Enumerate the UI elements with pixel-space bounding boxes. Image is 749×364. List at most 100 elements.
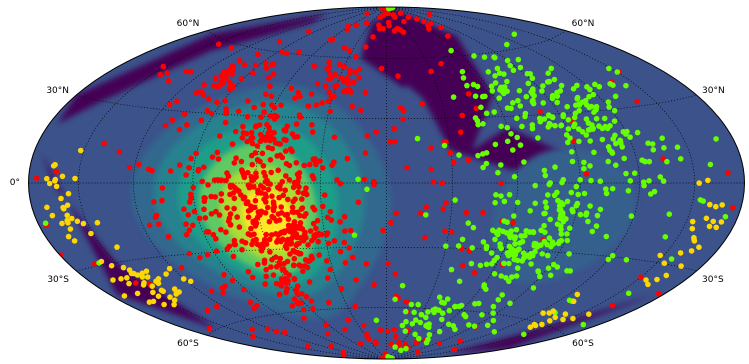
scatter-point-series-1	[508, 228, 514, 234]
scatter-point-series-2	[713, 224, 719, 231]
scatter-point-series-2	[69, 215, 75, 222]
scatter-point-series-1	[585, 120, 592, 126]
lat-label-bottom-right: 60°S	[572, 339, 594, 349]
scatter-point-series-1	[475, 121, 482, 128]
scatter-point-series-0	[373, 129, 380, 135]
scatter-point-series-0	[257, 138, 264, 145]
scatter-point-series-0	[205, 182, 211, 188]
scatter-point-series-1	[568, 189, 575, 196]
scatter-point-series-0	[232, 185, 238, 191]
scatter-point-series-0	[293, 121, 300, 127]
scatter-point-series-0	[303, 293, 310, 300]
scatter-point-series-0	[214, 177, 221, 183]
scatter-point-series-0	[159, 185, 166, 191]
scatter-point-series-1	[549, 114, 556, 121]
scatter-point-series-0	[324, 214, 331, 221]
scatter-point-series-0	[213, 236, 219, 242]
scatter-point-series-0	[268, 93, 275, 99]
scatter-point-series-1	[530, 100, 537, 107]
scatter-point-series-0	[362, 44, 369, 50]
scatter-point-series-1	[631, 170, 638, 176]
scatter-point-series-0	[266, 74, 272, 81]
scatter-point-series-2	[187, 278, 194, 285]
scatter-point-series-0	[457, 338, 463, 344]
scatter-point-series-1	[541, 222, 547, 229]
scatter-point-series-0	[426, 11, 433, 18]
scatter-point-series-1	[415, 301, 422, 308]
scatter-point-series-0	[301, 162, 308, 169]
scatter-point-series-1	[627, 178, 634, 184]
scatter-point-series-1	[634, 129, 641, 136]
scatter-point-series-1	[498, 273, 505, 279]
scatter-point-series-2	[94, 219, 101, 226]
scatter-point-series-0	[116, 149, 123, 155]
scatter-point-series-2	[124, 275, 130, 281]
scatter-point-series-0	[186, 250, 193, 257]
scatter-point-series-0	[451, 159, 457, 166]
scatter-point-series-0	[222, 283, 228, 290]
scatter-point-series-0	[326, 76, 332, 83]
scatter-point-series-0	[327, 208, 334, 215]
scatter-point-series-0	[271, 104, 278, 111]
scatter-point-series-1	[649, 141, 656, 147]
scatter-point-series-1	[511, 256, 517, 263]
scatter-point-series-0	[270, 272, 277, 278]
scatter-point-series-2	[696, 244, 702, 250]
scatter-point-series-0	[267, 83, 273, 89]
scatter-point-series-0	[297, 220, 304, 226]
scatter-point-series-0	[337, 61, 343, 68]
scatter-point-series-0	[190, 222, 196, 229]
scatter-point-series-0	[276, 38, 283, 45]
scatter-point-series-1	[443, 243, 449, 249]
scatter-point-series-0	[292, 95, 298, 101]
scatter-point-series-1	[425, 309, 431, 315]
scatter-point-series-0	[208, 211, 215, 217]
scatter-point-series-0	[185, 212, 191, 218]
scatter-point-series-0	[251, 184, 257, 190]
scatter-point-series-0	[57, 252, 64, 258]
scatter-point-series-1	[587, 138, 593, 144]
scatter-point-series-1	[551, 76, 558, 83]
scatter-point-series-1	[488, 261, 495, 267]
scatter-point-series-0	[347, 67, 353, 74]
scatter-point-series-0	[276, 291, 283, 298]
scatter-point-series-1	[389, 7, 395, 11]
scatter-point-series-0	[278, 204, 285, 210]
scatter-point-series-0	[291, 275, 298, 282]
scatter-point-series-0	[341, 213, 348, 220]
scatter-point-series-1	[426, 324, 432, 331]
scatter-point-series-2	[155, 293, 162, 300]
scatter-point-series-0	[451, 346, 458, 353]
scatter-point-series-1	[538, 242, 544, 248]
scatter-point-series-1	[525, 80, 532, 87]
scatter-point-series-0	[403, 299, 410, 305]
scatter-point-series-0	[283, 173, 289, 179]
scatter-point-series-2	[163, 271, 169, 277]
scatter-point-series-0	[459, 112, 466, 119]
scatter-point-series-0	[267, 137, 274, 144]
scatter-point-series-0	[53, 169, 60, 175]
scatter-point-series-2	[171, 297, 178, 304]
scatter-point-series-0	[235, 108, 242, 115]
scatter-point-series-0	[313, 161, 319, 168]
scatter-point-series-2	[52, 176, 59, 183]
scatter-point-series-1	[509, 274, 515, 280]
scatter-point-series-1	[441, 142, 448, 149]
scatter-point-series-1	[571, 123, 577, 130]
scatter-point-series-0	[286, 272, 293, 278]
scatter-point-series-1	[544, 241, 550, 248]
scatter-point-series-1	[530, 86, 536, 92]
scatter-point-series-0	[326, 89, 333, 95]
scatter-point-series-0	[291, 255, 298, 262]
scatter-point-series-1	[546, 78, 553, 85]
scatter-point-series-1	[722, 213, 729, 220]
scatter-point-series-0	[347, 227, 354, 234]
scatter-point-series-2	[171, 286, 178, 292]
scatter-point-series-0	[266, 236, 273, 243]
scatter-point-series-1	[425, 336, 431, 343]
scatter-point-series-0	[279, 178, 286, 185]
scatter-point-series-0	[233, 155, 239, 161]
scatter-point-series-0	[364, 133, 371, 139]
scatter-point-series-0	[320, 203, 326, 210]
